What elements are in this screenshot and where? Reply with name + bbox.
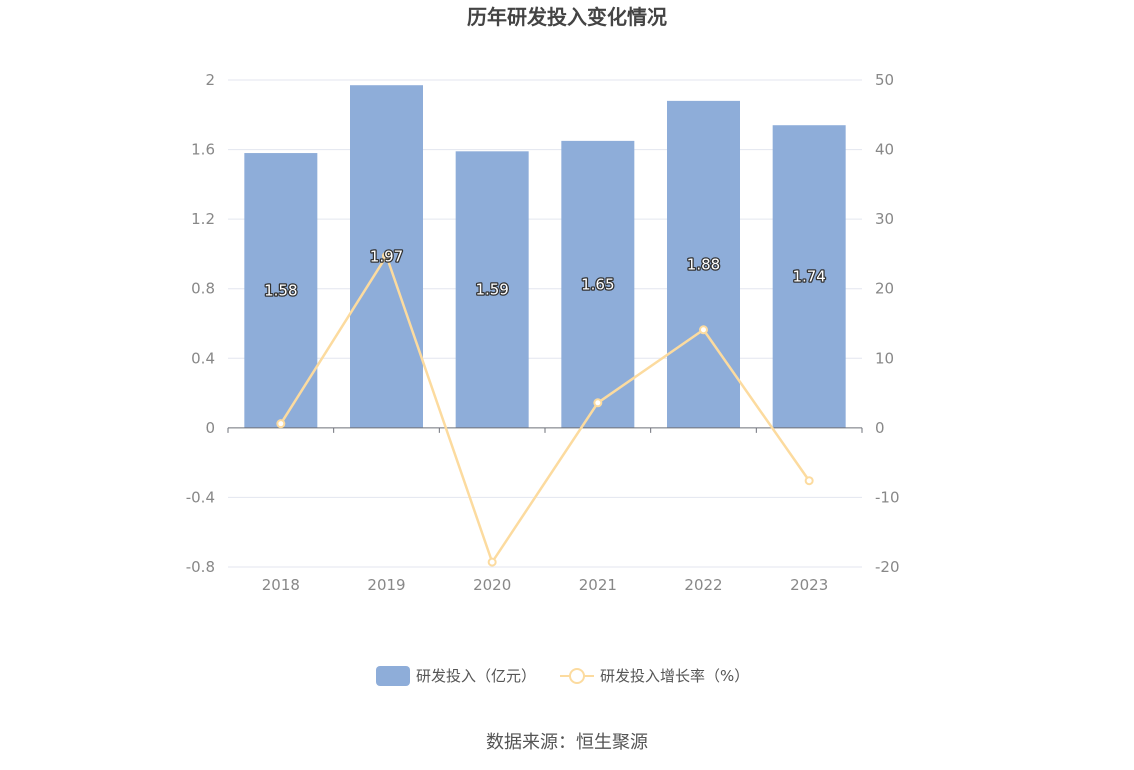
growth-line xyxy=(279,253,811,565)
growth-point xyxy=(804,476,814,486)
bar-value-label: 1.88 xyxy=(687,255,720,273)
bar-series xyxy=(244,85,846,428)
bar-value-label: 1.97 xyxy=(370,248,403,266)
axes: 2 1.6 1.2 0.8 0.4 0 -0.4 -0.8 50 40 30 20 10 0 -10 -20 2… xyxy=(186,71,900,594)
y-right-tick-label: 50 xyxy=(875,71,894,89)
y-left-tick-label: 0 xyxy=(205,419,215,437)
y-left-tick-label: 2 xyxy=(205,71,215,89)
legend-bar-label[interactable]: 研发投入（亿元） xyxy=(416,667,536,685)
x-tick-label: 2020 xyxy=(473,576,511,594)
bar xyxy=(561,140,635,428)
x-tick-label: 2019 xyxy=(367,576,405,594)
x-tick-label: 2021 xyxy=(579,576,617,594)
y-right-tick-label: 20 xyxy=(875,280,894,298)
bar xyxy=(667,100,740,428)
data-labels: 1.58 1.97 1.59 1.65 1.88 1.74 xyxy=(263,246,827,300)
y-right-tick-label: -20 xyxy=(875,558,900,576)
bar xyxy=(772,125,846,428)
bar xyxy=(244,153,318,428)
y-left-tick-label: 1.6 xyxy=(191,141,215,159)
chart-title: 历年研发投入变化情况 xyxy=(467,5,667,29)
y-left-tick-label: -0.4 xyxy=(186,488,215,506)
bar-value-label: 1.59 xyxy=(475,281,508,299)
legend-line-marker[interactable] xyxy=(569,668,585,684)
y-right-tick-label: -10 xyxy=(875,488,900,506)
y-right-tick-label: 30 xyxy=(875,210,894,228)
y-right-tick-label: 0 xyxy=(875,419,885,437)
x-tick-label: 2022 xyxy=(684,576,722,594)
y-left-tick-label: -0.8 xyxy=(186,558,215,576)
growth-point xyxy=(699,325,708,335)
growth-point xyxy=(382,251,391,261)
bar-value-label: 1.65 xyxy=(581,275,614,293)
gridlines xyxy=(228,79,862,568)
legend-line-label[interactable]: 研发投入增长率（%） xyxy=(600,667,749,685)
growth-point xyxy=(593,398,603,408)
y-left-tick-label: 1.2 xyxy=(191,210,215,228)
growth-point xyxy=(487,557,497,567)
x-tick-label: 2018 xyxy=(262,576,300,594)
x-tick-label: 2023 xyxy=(790,576,828,594)
bar-value-label: 1.58 xyxy=(264,281,297,299)
y-left-tick-label: 0.8 xyxy=(191,280,215,298)
growth-point xyxy=(276,419,286,429)
y-left-tick-label: 0.4 xyxy=(191,349,215,367)
bar xyxy=(455,151,529,428)
y-right-tick-label: 40 xyxy=(875,141,894,159)
legend-bar-swatch[interactable] xyxy=(376,666,410,686)
legend: 研发投入（亿元） 研发投入增长率（%） xyxy=(376,666,749,686)
y-right-tick-label: 10 xyxy=(875,349,894,367)
data-source-note: 数据来源：恒生聚源 xyxy=(486,732,648,753)
line-series xyxy=(276,251,814,567)
bar-value-label: 1.74 xyxy=(792,268,825,286)
